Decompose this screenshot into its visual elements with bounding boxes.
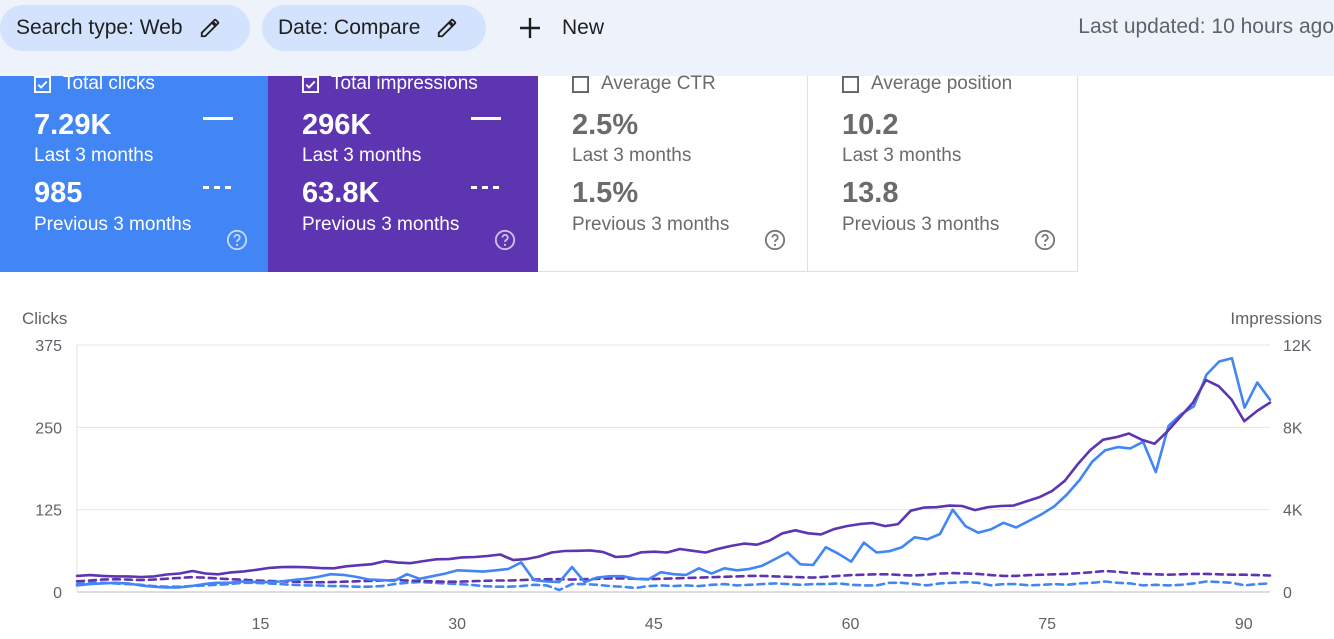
- metric-checkbox-row[interactable]: Average CTR: [572, 73, 716, 94]
- x-tick-label: 90: [1235, 616, 1253, 633]
- dashed-line-legend-icon: [471, 186, 501, 189]
- last-updated-text: Last updated: 10 hours ago: [1078, 15, 1334, 38]
- metric-previous-value: 1.5%: [572, 177, 639, 209]
- checkbox-unchecked-icon: [572, 75, 589, 93]
- clicks-dashed-series-line[interactable]: [75, 580, 1272, 592]
- x-tick-label: 75: [1038, 616, 1056, 633]
- x-tick-label: 30: [448, 616, 466, 633]
- metric-card-total-impressions[interactable]: Total impressions 296K Last 3 months 63.…: [268, 73, 538, 272]
- metric-current-value: 2.5%: [572, 109, 639, 141]
- metric-current-period: Last 3 months: [302, 145, 422, 166]
- metric-checkbox-row[interactable]: Total impressions: [302, 73, 478, 94]
- y-tick-label-right: 8K: [1283, 420, 1303, 437]
- y-tick-label-left: 250: [35, 420, 62, 437]
- help-icon[interactable]: [226, 229, 248, 251]
- metric-label: Total clicks: [63, 73, 155, 94]
- y-axis-label-left: Clicks: [22, 309, 67, 328]
- dashed-line-legend-icon: [203, 186, 233, 189]
- pencil-icon: [438, 18, 457, 38]
- search-type-label: Search type: Web: [16, 16, 183, 39]
- metric-previous-value: 63.8K: [302, 177, 380, 209]
- date-chip[interactable]: Date: Compare: [262, 5, 486, 51]
- metric-previous-value: 13.8: [842, 177, 899, 209]
- x-tick-label: 15: [252, 616, 270, 633]
- metric-current-period: Last 3 months: [842, 145, 962, 166]
- metric-current-period: Last 3 months: [572, 145, 692, 166]
- impressions-solid-series-line[interactable]: [75, 378, 1272, 579]
- metric-previous-period: Previous 3 months: [302, 214, 460, 235]
- x-tick-label: 60: [842, 616, 860, 633]
- metric-current-value: 7.29K: [34, 109, 112, 141]
- y-axis-label-right: Impressions: [1230, 309, 1322, 328]
- filter-bar: Search type: Web Date: Compare New Last …: [0, 0, 1334, 76]
- help-icon[interactable]: [494, 229, 516, 251]
- search-type-chip[interactable]: Search type: Web: [0, 5, 250, 51]
- y-tick-label-right: 12K: [1283, 338, 1312, 355]
- metric-previous-period: Previous 3 months: [34, 214, 192, 235]
- metric-label: Average position: [871, 73, 1013, 94]
- metric-current-value: 10.2: [842, 109, 899, 141]
- help-icon[interactable]: [1034, 229, 1056, 251]
- metric-card-average-position[interactable]: Average position 10.2 Last 3 months 13.8…: [808, 73, 1078, 272]
- impressions-dashed-series-line[interactable]: [75, 569, 1272, 584]
- solid-line-legend-icon: [471, 117, 501, 120]
- metric-previous-value: 985: [34, 177, 83, 209]
- help-icon[interactable]: [764, 229, 786, 251]
- y-tick-label-right: 0: [1283, 585, 1292, 602]
- performance-chart[interactable]: Clicks Impressions 0 125 250 375 0 4K 8K 12K 15 3…: [0, 300, 1334, 639]
- new-label: New: [562, 16, 605, 39]
- metric-label: Total impressions: [331, 73, 478, 94]
- checkbox-unchecked-icon: [842, 75, 859, 93]
- plus-icon: [520, 18, 540, 38]
- metric-card-average-ctr[interactable]: Average CTR 2.5% Last 3 months 1.5% Prev…: [538, 73, 808, 272]
- y-tick-label-left: 375: [35, 338, 62, 355]
- checkbox-checked-icon: [34, 75, 51, 93]
- y-tick-label-right: 4K: [1283, 503, 1303, 520]
- y-tick-label-left: 125: [35, 503, 62, 520]
- metric-checkbox-row[interactable]: Average position: [842, 73, 1013, 94]
- metric-previous-period: Previous 3 months: [572, 214, 730, 235]
- pencil-icon: [200, 18, 219, 38]
- metric-label: Average CTR: [601, 73, 716, 94]
- metric-card-total-clicks[interactable]: Total clicks 7.29K Last 3 months 985 Pre…: [0, 73, 268, 272]
- solid-line-legend-icon: [203, 117, 233, 120]
- metric-current-value: 296K: [302, 109, 372, 141]
- metric-checkbox-row[interactable]: Total clicks: [34, 73, 155, 94]
- clicks-solid-series-line[interactable]: [75, 356, 1272, 589]
- y-tick-label-left: 0: [53, 585, 62, 602]
- metric-current-period: Last 3 months: [34, 145, 154, 166]
- checkbox-checked-icon: [302, 75, 319, 93]
- new-filter-button[interactable]: New: [512, 5, 610, 51]
- date-label: Date: Compare: [278, 16, 421, 39]
- metric-previous-period: Previous 3 months: [842, 214, 1000, 235]
- x-tick-label: 45: [645, 616, 663, 633]
